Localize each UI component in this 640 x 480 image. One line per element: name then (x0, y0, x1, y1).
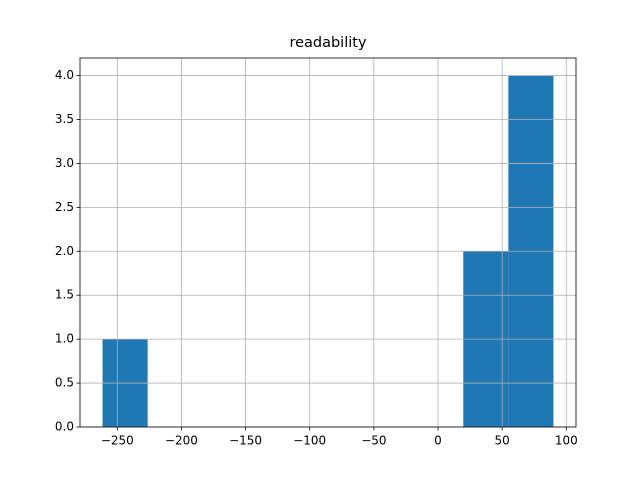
y-tick-label: 0.0 (55, 420, 74, 434)
x-tick-label: 50 (495, 434, 510, 448)
chart-title: readability (289, 35, 367, 51)
y-tick-label: 1.5 (55, 288, 74, 302)
y-tick-label: 4.0 (55, 68, 74, 82)
x-tick-label: −150 (229, 434, 262, 448)
plot-frame (79, 57, 577, 428)
x-tick-label: −50 (361, 434, 386, 448)
y-tick-label: 3.0 (55, 156, 74, 170)
y-tick-label: 0.5 (55, 376, 74, 390)
y-tick-label: 3.5 (55, 112, 74, 126)
x-tick-label: −100 (293, 434, 326, 448)
x-tick-label: 100 (555, 434, 578, 448)
y-tick-label: 2.5 (55, 200, 74, 214)
x-tick-label: 0 (434, 434, 442, 448)
x-tick-label: −250 (101, 434, 134, 448)
y-tick-label: 2.0 (55, 244, 74, 258)
y-tick-label: 1.0 (55, 332, 74, 346)
x-tick-label: −200 (165, 434, 198, 448)
